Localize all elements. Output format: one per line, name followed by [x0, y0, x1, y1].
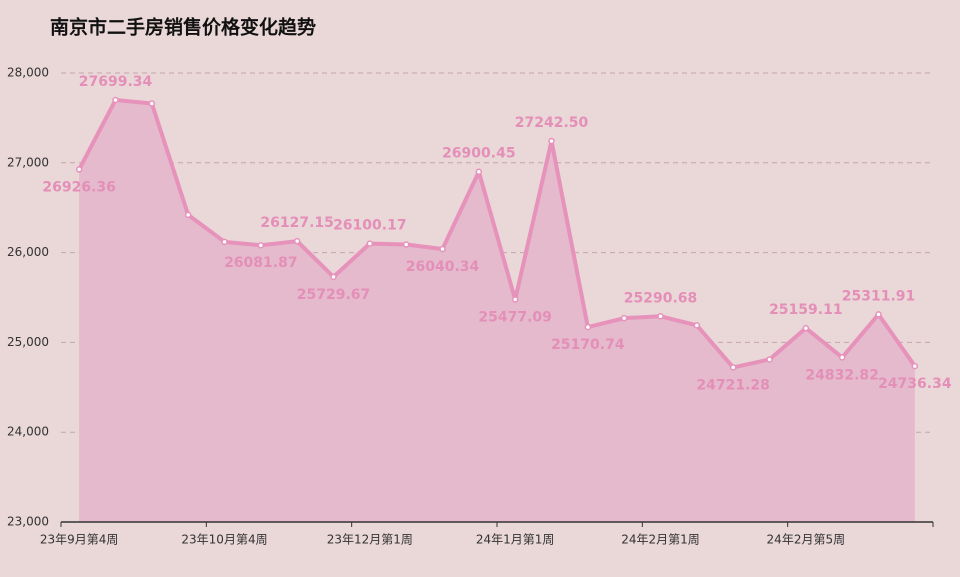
data-label: 24736.34 [878, 376, 952, 392]
data-label: 26100.17 [333, 218, 407, 234]
x-tick-label: 24年1月第1周 [476, 533, 555, 547]
data-label: 26081.87 [224, 255, 298, 271]
point [802, 324, 810, 332]
point [475, 168, 483, 175]
point [330, 273, 337, 281]
data-label: 26900.45 [442, 146, 516, 162]
x-tick-label: 23年10月第4周 [181, 533, 267, 547]
x-tick-label: 24年2月第1周 [621, 533, 700, 547]
y-tick-label: 25,000 [7, 335, 49, 349]
point [584, 323, 592, 331]
point [620, 314, 628, 322]
point [729, 364, 737, 371]
data-label: 26127.15 [260, 215, 334, 231]
point [184, 211, 192, 219]
y-tick-label: 24,000 [7, 425, 49, 439]
point [657, 313, 664, 320]
y-tick-label: 26,000 [7, 245, 49, 259]
data-label: 25159.11 [769, 302, 843, 318]
data-label: 25170.74 [551, 337, 625, 353]
data-label: 25311.91 [842, 288, 916, 304]
y-tick-label: 27,000 [7, 155, 49, 169]
point [875, 311, 882, 318]
point [766, 356, 773, 363]
data-label: 26926.36 [42, 179, 116, 195]
area [79, 99, 915, 522]
point [838, 354, 846, 361]
point [221, 238, 228, 246]
data-label: 26040.34 [406, 259, 480, 275]
data-label: 25290.68 [624, 290, 698, 306]
x-tick-label: 24年2月第5周 [767, 533, 846, 547]
point [511, 296, 519, 303]
data-label: 25729.67 [297, 287, 371, 303]
chart-title: 南京市二手房销售价格变化趋势 [50, 16, 316, 39]
point [112, 96, 119, 104]
point [548, 137, 555, 145]
data-label: 24832.82 [805, 367, 879, 383]
y-tick-label: 28,000 [7, 66, 49, 80]
y-tick-label: 23,000 [7, 515, 49, 529]
point [366, 240, 374, 247]
data-label: 24721.28 [696, 377, 770, 393]
point [75, 166, 83, 173]
point [402, 241, 410, 248]
data-label: 27242.50 [515, 115, 589, 131]
x-tick-label: 23年9月第4周 [40, 533, 119, 547]
line [77, 97, 917, 370]
point [911, 362, 919, 370]
point [148, 100, 156, 107]
point [439, 245, 446, 253]
point [257, 241, 265, 249]
data-label: 27699.34 [79, 74, 153, 90]
x-tick-label: 23年12月第1周 [327, 533, 413, 547]
data-label: 25477.09 [478, 310, 552, 326]
point [693, 322, 701, 329]
point [293, 237, 301, 245]
